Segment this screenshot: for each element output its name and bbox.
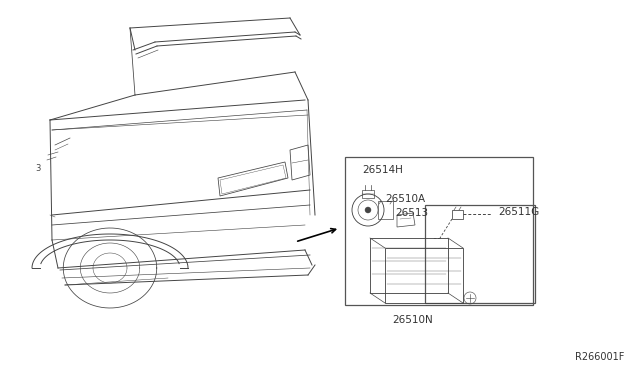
Text: 26510N: 26510N xyxy=(392,315,433,325)
Bar xyxy=(345,157,533,305)
Text: 26510A: 26510A xyxy=(385,194,425,204)
Bar xyxy=(425,205,535,303)
Text: 26513: 26513 xyxy=(395,208,428,218)
Bar xyxy=(362,190,374,198)
Bar xyxy=(370,238,448,293)
Bar xyxy=(378,201,393,219)
Bar xyxy=(385,248,463,303)
Text: 26511G: 26511G xyxy=(498,207,540,217)
Bar xyxy=(452,210,463,219)
Text: 3: 3 xyxy=(35,164,41,173)
Text: 26514H: 26514H xyxy=(362,165,403,175)
Text: R266001F: R266001F xyxy=(575,352,625,362)
Circle shape xyxy=(365,207,371,213)
